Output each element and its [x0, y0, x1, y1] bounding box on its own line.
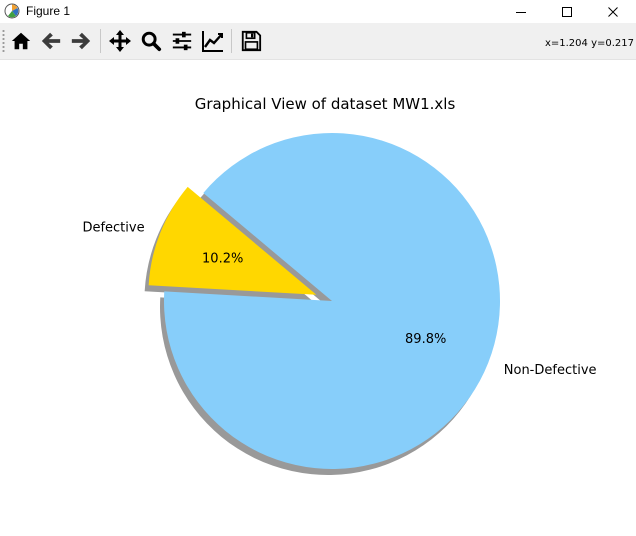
- home-icon: [11, 32, 31, 50]
- move-icon: [109, 30, 131, 52]
- forward-button[interactable]: [68, 28, 94, 54]
- slice-percent-non-defective: 89.8%: [405, 332, 446, 347]
- arrow-left-icon: [41, 32, 61, 50]
- slice-percent-defective: 10.2%: [202, 252, 243, 267]
- minimize-icon: [516, 11, 526, 13]
- minimize-button[interactable]: [498, 0, 544, 23]
- zoom-button[interactable]: [138, 28, 164, 54]
- close-button[interactable]: [590, 0, 636, 23]
- toolbar-grip: [2, 29, 5, 53]
- figure-canvas[interactable]: Graphical View of dataset MW1.xls Defect…: [0, 60, 636, 532]
- chart-line-icon: [202, 31, 223, 52]
- floppy-disk-icon: [241, 30, 262, 52]
- home-button[interactable]: [8, 28, 34, 54]
- slice-defective: [148, 186, 317, 295]
- close-icon: [608, 6, 618, 17]
- toolbar-separator: [100, 29, 101, 53]
- save-button[interactable]: [238, 28, 264, 54]
- slice-non-defective: [164, 133, 501, 469]
- back-button[interactable]: [38, 28, 64, 54]
- pie-chart: Graphical View of dataset MW1.xls Defect…: [82, 95, 597, 475]
- window-titlebar: Figure 1: [0, 0, 636, 23]
- toolbar-separator: [231, 29, 232, 53]
- matplotlib-icon: [4, 3, 20, 19]
- pie-slices: [148, 133, 501, 469]
- magnifier-icon: [141, 31, 162, 52]
- slice-label-non-defective: Non-Defective: [504, 363, 597, 378]
- window-title: Figure 1: [26, 4, 71, 18]
- chart-title: Graphical View of dataset MW1.xls: [195, 95, 456, 113]
- slice-label-defective: Defective: [82, 221, 144, 236]
- pan-button[interactable]: [107, 28, 133, 54]
- pie-labels: Defective 10.2% Non-Defective 89.8%: [82, 221, 596, 378]
- edit-axes-button[interactable]: [200, 28, 226, 54]
- arrow-right-icon: [71, 32, 91, 50]
- maximize-icon: [562, 6, 572, 17]
- maximize-button[interactable]: [544, 0, 590, 23]
- navigation-toolbar: x=1.204 y=0.217: [0, 23, 636, 60]
- sliders-icon: [172, 31, 192, 51]
- subplots-button[interactable]: [169, 28, 195, 54]
- cursor-coordinates: x=1.204 y=0.217: [544, 38, 634, 49]
